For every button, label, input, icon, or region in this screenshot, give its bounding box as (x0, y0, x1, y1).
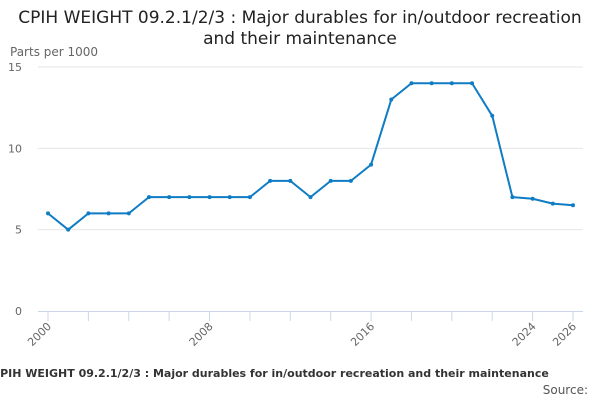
data-point (510, 195, 515, 200)
data-point (146, 195, 151, 200)
y-tick-label: 10 (8, 142, 22, 155)
data-point (126, 211, 131, 216)
data-point (46, 211, 50, 216)
data-point (490, 113, 495, 118)
data-point (348, 178, 353, 183)
data-point (268, 178, 273, 183)
data-point (86, 211, 91, 216)
chart-title: CPIH WEIGHT 09.2.1/2/3 : Major durables … (18, 8, 582, 49)
x-tick-label: 2016 (348, 320, 377, 349)
data-point (389, 97, 394, 102)
data-point (66, 227, 71, 232)
y-axis-label: Parts per 1000 (10, 45, 98, 59)
chart-caption: CPIH WEIGHT 09.2.1/2/3 : Major durables … (0, 367, 549, 380)
data-point (369, 162, 374, 167)
data-point (167, 195, 172, 200)
source-label: Source: (542, 383, 588, 397)
data-point (328, 178, 333, 183)
data-point (247, 195, 252, 200)
data-point (227, 195, 232, 200)
data-point (550, 201, 555, 206)
data-point (449, 81, 454, 86)
data-point (470, 81, 475, 86)
x-tick-label: 2026 (550, 320, 579, 349)
data-point (571, 203, 575, 208)
data-point (429, 81, 434, 86)
x-tick-label: 2008 (187, 320, 216, 349)
x-tick-label: 2024 (510, 320, 539, 349)
x-tick-label: 2000 (25, 320, 54, 349)
y-tick-label: 5 (15, 224, 22, 237)
data-point (187, 195, 192, 200)
data-point (106, 211, 111, 216)
data-point (288, 178, 293, 183)
series-line (47, 82, 574, 231)
y-tick-label: 15 (8, 61, 22, 74)
data-point (409, 81, 414, 86)
y-tick-label: 0 (15, 305, 22, 318)
data-point (207, 195, 212, 200)
data-point (308, 195, 313, 200)
data-point (530, 196, 535, 201)
